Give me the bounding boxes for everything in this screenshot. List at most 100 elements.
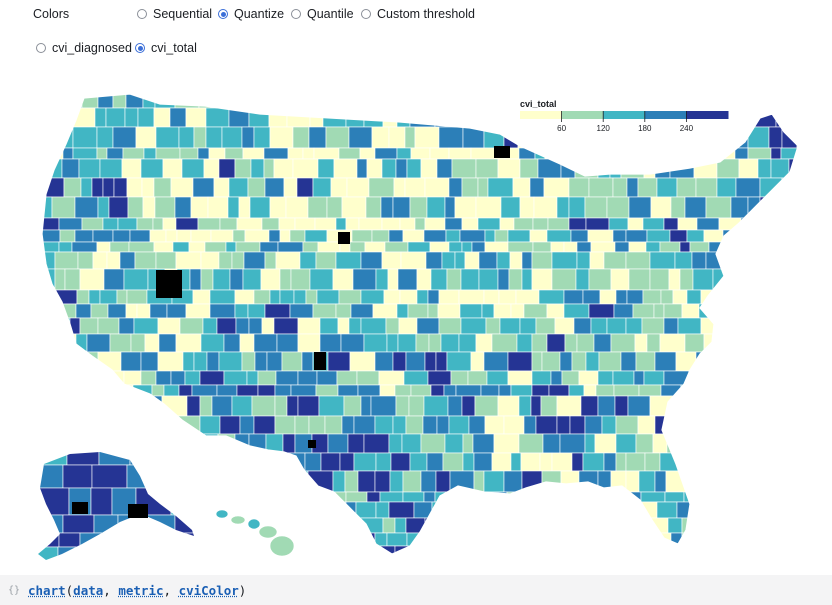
county [253,289,271,305]
county [42,517,52,534]
county [416,268,432,291]
code-arg-cvicolor[interactable]: cviColor [178,582,239,598]
county [735,517,761,534]
radio-custom-threshold[interactable]: Custom threshold [361,7,475,21]
county [739,303,759,319]
county [692,268,714,291]
county [286,107,311,128]
county [461,217,479,231]
county [235,545,257,554]
code-arg-metric[interactable]: metric [118,582,164,598]
county [484,241,509,253]
county [275,370,299,386]
county [672,289,688,305]
county [654,158,671,179]
county [316,289,340,305]
county [665,470,687,493]
radio-icon[interactable] [36,43,46,53]
county [786,107,798,128]
county [176,229,192,243]
county [606,196,630,219]
radio-checked-icon[interactable] [135,43,145,53]
county [240,470,266,493]
county [795,452,798,472]
county [246,370,259,386]
county [129,229,151,243]
county [708,241,735,253]
county [170,370,186,386]
missing-county [314,352,326,370]
county [194,561,224,570]
county [363,433,390,454]
county [159,532,179,548]
county [223,370,248,386]
braces-icon[interactable]: {} [7,584,21,596]
radio-checked-icon[interactable] [218,9,228,19]
county [538,126,550,149]
county [615,289,628,305]
county [251,501,267,519]
county [584,433,596,454]
county [478,251,498,270]
county [99,289,118,305]
county [708,532,731,547]
county [350,303,374,319]
county [401,433,422,454]
radio-cvi-diagnosed[interactable]: cvi_diagnosed [36,41,132,55]
county [481,303,495,319]
county [359,545,378,554]
county [92,229,114,243]
code-cell[interactable]: {} chart(data, metric, cviColor) [0,575,832,605]
county [174,196,192,219]
county [304,229,328,243]
county [130,561,151,570]
county [218,351,243,372]
county [183,546,194,560]
county [345,217,360,231]
county [652,126,666,149]
radio-label: Quantile [307,7,354,21]
county [288,94,303,109]
county [748,317,774,335]
code-arg-data[interactable]: data [73,582,104,598]
county [580,395,599,417]
code-expression[interactable]: chart(data, metric, cviColor) [28,583,246,598]
county [427,289,440,305]
county [96,147,108,160]
county [177,433,200,454]
missing-data-regions [72,146,510,518]
county [626,126,639,149]
county [753,107,777,128]
county [702,370,716,386]
county [315,251,337,270]
county [353,415,376,435]
county [346,517,361,534]
county [224,147,244,160]
county [248,433,267,454]
county [605,517,627,534]
county [743,107,755,128]
county [88,384,110,397]
county [253,415,276,435]
county [625,452,646,472]
radio-cvi-total[interactable]: cvi_total [135,41,197,55]
code-function[interactable]: chart [28,582,66,598]
radio-icon[interactable] [291,9,301,19]
county [537,517,552,534]
radio-quantize[interactable]: Quantize [218,7,284,21]
county [627,217,644,231]
county [38,546,59,560]
county [468,517,490,534]
radio-icon[interactable] [361,9,371,19]
radio-sequential[interactable]: Sequential [137,7,212,21]
county [142,196,156,219]
county [126,517,153,534]
county [780,517,798,534]
radio-quantile[interactable]: Quantile [291,7,354,21]
county [585,217,610,231]
radio-icon[interactable] [137,9,147,19]
county [335,303,352,319]
county [507,241,534,253]
county [519,196,535,219]
county [42,395,55,417]
